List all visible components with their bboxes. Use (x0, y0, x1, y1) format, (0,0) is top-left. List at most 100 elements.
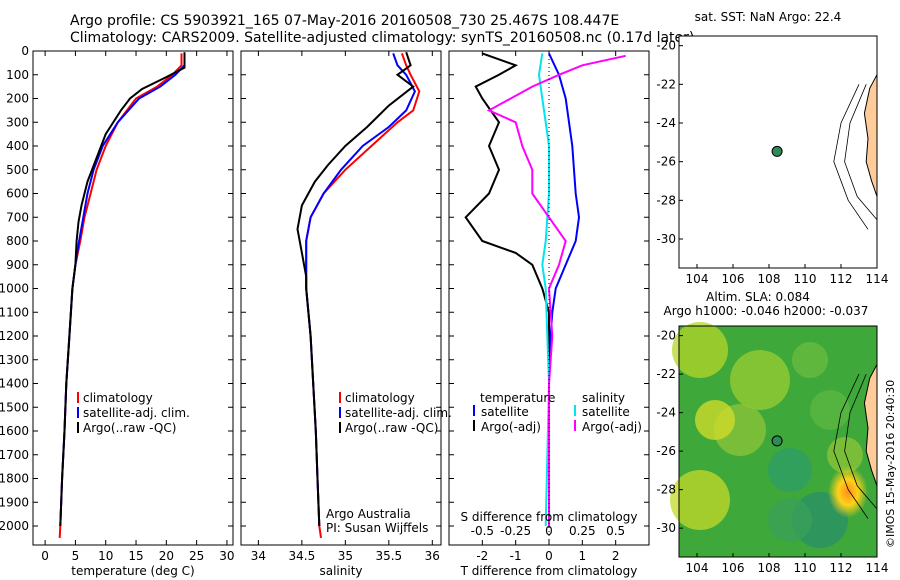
diff-xtick-label: -2 (476, 549, 488, 563)
sst_map-xtick-label: 106 (722, 272, 745, 286)
sal-xtick-label: 36 (425, 549, 440, 563)
depth-tick-label: 800 (6, 234, 29, 248)
argo-annotation: Argo Australia (326, 507, 411, 521)
sst_map-xtick-label: 110 (794, 272, 817, 286)
depth-tick-label: 400 (6, 139, 29, 153)
sla-anomaly (672, 322, 728, 378)
diff-legend-label: satellite (582, 405, 630, 419)
sla_map-ytick-label: -24 (656, 406, 676, 420)
depth-tick-label: 300 (6, 115, 29, 129)
sla-hotspot (828, 466, 868, 518)
depth-tick-label: 1400 (0, 377, 29, 391)
depth-tick-label: 1800 (0, 472, 29, 486)
sal-legend-label: Argo(..raw -QC) (345, 421, 438, 435)
sal-legend-label: climatology (345, 391, 415, 405)
sla_map-xtick-label: 106 (722, 561, 745, 575)
sla_map-ytick-label: -28 (656, 483, 676, 497)
depth-tick-label: 600 (6, 187, 29, 201)
diff-top-tick-label: 0.5 (606, 524, 625, 538)
sla-map-subtitle: Argo h1000: -0.046 h2000: -0.037 (664, 304, 869, 318)
sla_map-ytick-label: -20 (656, 329, 676, 343)
sla-anomaly (810, 390, 850, 430)
land-shape (863, 364, 878, 486)
sst_map-ytick-label: -24 (656, 116, 676, 130)
diff-series-line (464, 52, 550, 526)
diff-top-tick-label: 0 (545, 524, 553, 538)
bathy-contour (833, 373, 869, 519)
sla_map-group (670, 322, 878, 558)
land-shape (863, 74, 878, 197)
sal-xtick-label: 35.5 (375, 549, 402, 563)
sst_map-ytick-label: -26 (656, 155, 676, 169)
diff-legend-title-salinity: salinity (582, 391, 625, 405)
argo-float-marker (771, 435, 783, 447)
sst_map-frame (678, 35, 878, 269)
sla-anomaly (768, 448, 812, 492)
sal-legend-label: satellite-adj. clim. (345, 406, 452, 420)
sal-series-line (296, 51, 415, 527)
temp-xtick-label: 15 (128, 549, 143, 563)
temp-legend-label: Argo(..raw -QC) (83, 421, 176, 435)
depth-tick-label: 1200 (0, 329, 29, 343)
diff-top-xlabel: S difference from climatology (461, 510, 638, 524)
temp-xtick-label: 20 (159, 549, 174, 563)
temp-xtick-label: 25 (189, 549, 204, 563)
temp-legend-label: climatology (83, 391, 153, 405)
depth-tick-label: 100 (6, 68, 29, 82)
bathy-contour (844, 373, 878, 510)
depth-tick-label: 1600 (0, 424, 29, 438)
sla-anomaly (670, 470, 730, 530)
header-line-2: Climatology: CARS2009. Satellite-adjuste… (70, 30, 695, 46)
diff-legend-title-temperature: temperature (480, 391, 555, 405)
sal-frame (240, 50, 442, 546)
depth-tick-label: 1700 (0, 448, 29, 462)
sla-anomaly (792, 342, 828, 378)
sal-xtick-label: 35 (338, 549, 353, 563)
depth-tick-label: 700 (6, 210, 29, 224)
depth-tick-label: 2000 (0, 519, 29, 533)
sla-map-title: Altim. SLA: 0.084 (706, 290, 810, 304)
bathy-contour (844, 84, 878, 220)
sla-anomaly (768, 498, 812, 542)
temp-xtick-label: 10 (98, 549, 113, 563)
depth-tick-label: 1500 (0, 400, 29, 414)
argo-float-marker (771, 145, 783, 157)
temp-legend-label: satellite-adj. clim. (83, 406, 190, 420)
depth-tick-label: 0 (21, 44, 29, 58)
temp-xtick-label: 0 (41, 549, 49, 563)
depth-tick-label: 1100 (0, 305, 29, 319)
temp-xlabel: temperature (deg C) (71, 564, 194, 578)
sla_map-ytick-label: -30 (656, 521, 676, 535)
diff-legend-label: Argo(-adj) (481, 420, 541, 434)
sal-xlabel: salinity (319, 564, 362, 578)
temp-xtick-label: 5 (72, 549, 80, 563)
sst_map-xtick-label: 114 (866, 272, 889, 286)
diff-series-line (537, 53, 551, 527)
depth-tick-label: 500 (6, 163, 29, 177)
diff-xlabel: T difference from climatology (460, 564, 638, 578)
sst_map-xtick-label: 104 (686, 272, 709, 286)
depth-tick-label: 1900 (0, 495, 29, 509)
depth-tick-label: 200 (6, 92, 29, 106)
sla_map-xtick-label: 112 (830, 561, 853, 575)
diff-series-line (486, 54, 626, 526)
sla-anomaly (730, 350, 790, 410)
header-line-1: Argo profile: CS 5903921_165 07-May-2016… (70, 13, 620, 29)
depth-tick-label: 1000 (0, 282, 29, 296)
diff-legend-label: satellite (481, 405, 529, 419)
sla_map-ytick-label: -22 (656, 367, 676, 381)
sla_map-xtick-label: 114 (866, 561, 889, 575)
sst_map-ytick-label: -28 (656, 193, 676, 207)
sst_map-ytick-label: -30 (656, 232, 676, 246)
sst-map-title: sat. SST: NaN Argo: 22.4 (695, 10, 842, 24)
temp-series-line (59, 52, 186, 527)
diff-top-tick-label: -0.5 (471, 524, 494, 538)
sst_map-ytick-label: -20 (656, 39, 676, 53)
sla-anomaly (695, 400, 735, 440)
diff-xtick-label: -1 (510, 549, 522, 563)
sla_map-frame (678, 325, 878, 558)
depth-tick-label: 1300 (0, 353, 29, 367)
sla_map-ytick-label: -26 (656, 444, 676, 458)
sla_map-xtick-label: 104 (686, 561, 709, 575)
